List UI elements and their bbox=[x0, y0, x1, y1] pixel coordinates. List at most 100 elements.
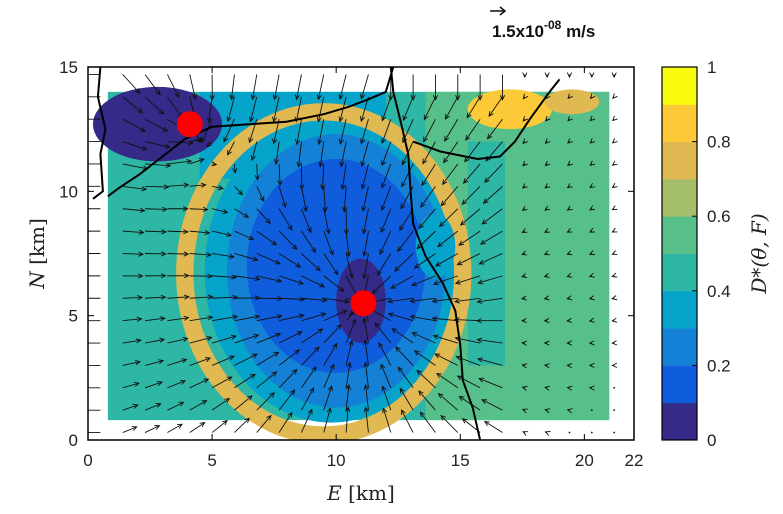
velocity-arrow bbox=[88, 230, 101, 232]
velocity-arrow bbox=[611, 205, 618, 211]
velocity-arrow bbox=[381, 141, 392, 167]
velocity-arrow bbox=[122, 141, 148, 151]
velocity-arrow bbox=[544, 115, 551, 122]
velocity-arrow bbox=[462, 163, 481, 184]
velocity-arrow bbox=[465, 118, 481, 141]
colorbar-tick-label: 0.8 bbox=[707, 133, 731, 152]
velocity-arrow bbox=[272, 119, 280, 145]
velocity-arrow bbox=[543, 272, 550, 278]
velocity-arrow bbox=[88, 432, 101, 433]
velocity-arrow bbox=[211, 376, 233, 389]
velocity-arrow bbox=[249, 96, 258, 123]
velocity-arrow bbox=[376, 253, 392, 276]
velocity-arrow bbox=[522, 72, 528, 79]
velocity-arrow bbox=[301, 366, 317, 389]
well-marker-2 bbox=[350, 290, 377, 317]
velocity-arrow bbox=[456, 375, 481, 389]
velocity-arrow bbox=[278, 253, 302, 268]
velocity-arrow bbox=[345, 318, 357, 344]
x-tick-label: 10 bbox=[327, 451, 346, 470]
velocity-arrow bbox=[167, 294, 190, 300]
velocity-arrow bbox=[459, 208, 481, 226]
velocity-arrow bbox=[277, 163, 283, 187]
velocity-arrow bbox=[167, 336, 189, 344]
colorbar-segment bbox=[662, 104, 697, 143]
velocity-arrow bbox=[301, 346, 320, 366]
velocity-arrow bbox=[401, 409, 414, 433]
velocity-arrow bbox=[301, 230, 316, 254]
velocity-arrow bbox=[566, 272, 573, 278]
velocity-arrow bbox=[145, 229, 167, 235]
velocity-arrow bbox=[256, 371, 278, 389]
y-axis-label: N [km] bbox=[25, 218, 49, 290]
velocity-arrow bbox=[145, 184, 170, 190]
velocity-arrow bbox=[88, 74, 101, 75]
velocity-arrow bbox=[566, 295, 573, 301]
y-tick-label: 5 bbox=[69, 307, 78, 326]
velocity-arrow bbox=[544, 138, 551, 144]
velocity-arrow bbox=[461, 186, 481, 206]
velocity-arrow bbox=[145, 206, 168, 212]
vector-dot bbox=[613, 431, 616, 434]
velocity-arrow bbox=[464, 141, 481, 163]
velocity-arrow bbox=[422, 141, 436, 165]
velocity-arrow bbox=[278, 186, 287, 209]
velocity-arrow bbox=[479, 230, 503, 245]
velocity-arrow bbox=[477, 74, 483, 101]
velocity-arrow bbox=[234, 295, 261, 301]
velocity-arrow bbox=[566, 340, 573, 346]
velocity-arrow bbox=[88, 185, 101, 187]
velocity-arrow bbox=[144, 381, 163, 389]
velocity-arrow bbox=[88, 364, 101, 366]
velocity-arrow bbox=[301, 253, 321, 272]
velocity-arrow bbox=[458, 230, 481, 246]
velocity-arrow bbox=[122, 185, 148, 192]
colorbar-segment bbox=[662, 402, 697, 441]
velocity-arrow bbox=[522, 138, 528, 145]
plot-frame bbox=[87, 66, 635, 441]
velocity-arrow bbox=[522, 431, 529, 436]
colorbar-segment bbox=[662, 328, 697, 366]
velocity-arrow bbox=[521, 183, 528, 189]
velocity-arrow bbox=[432, 74, 439, 101]
colorbar-segment bbox=[662, 178, 697, 217]
velocity-arrow bbox=[566, 160, 573, 167]
velocity-arrow bbox=[234, 253, 259, 262]
velocity-arrow bbox=[544, 160, 551, 167]
velocity-arrow bbox=[234, 208, 250, 218]
velocity-arrow bbox=[278, 368, 298, 389]
velocity-arrow bbox=[544, 205, 551, 211]
colorbar-segment bbox=[662, 216, 697, 254]
velocity-arrow bbox=[122, 207, 146, 213]
velocity-arrow bbox=[323, 208, 331, 235]
velocity-arrow bbox=[397, 230, 414, 253]
x-tick-label: 22 bbox=[625, 451, 644, 470]
velocity-arrow bbox=[345, 231, 351, 258]
velocity-arrow bbox=[279, 296, 306, 302]
velocity-arrow bbox=[122, 118, 146, 132]
velocity-arrow bbox=[256, 230, 278, 246]
velocity-arrow bbox=[399, 387, 414, 411]
colorbar-tick-label: 1 bbox=[707, 58, 716, 77]
velocity-arrow bbox=[256, 332, 282, 344]
velocity-arrow bbox=[339, 141, 347, 168]
velocity-arrow bbox=[234, 373, 256, 389]
velocity-arrow bbox=[361, 186, 369, 213]
velocity-arrow bbox=[543, 317, 550, 324]
velocity-arrow bbox=[234, 186, 244, 196]
velocity-arrow bbox=[299, 163, 305, 191]
velocity-arrow bbox=[589, 93, 596, 100]
velocity-arrow bbox=[189, 357, 212, 366]
contour-line-3 bbox=[92, 67, 107, 200]
velocity-arrow bbox=[589, 72, 595, 79]
velocity-arrow bbox=[323, 323, 342, 344]
velocity-arrow bbox=[323, 407, 332, 433]
velocity-arrow bbox=[212, 274, 238, 280]
velocity-arrow bbox=[418, 390, 436, 411]
velocity-arrow bbox=[345, 253, 354, 280]
velocity-arrow bbox=[318, 141, 325, 168]
velocity-arrow bbox=[88, 409, 101, 411]
velocity-arrow bbox=[402, 96, 414, 122]
velocity-arrow bbox=[342, 186, 348, 213]
